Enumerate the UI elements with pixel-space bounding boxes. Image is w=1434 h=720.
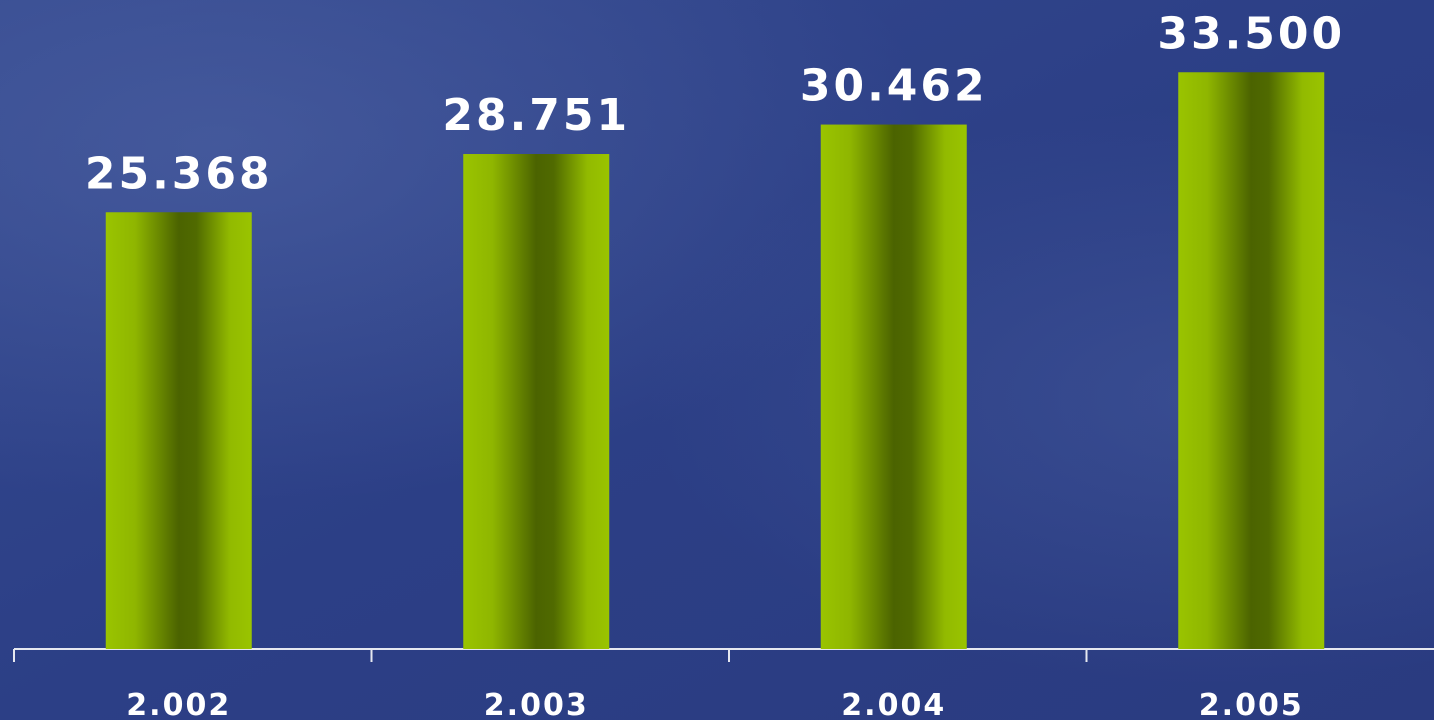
value-label: 30.462 (800, 61, 988, 112)
value-label: 33.500 (1157, 8, 1345, 59)
bar (821, 125, 967, 649)
bar (1178, 72, 1324, 649)
x-tick-label: 2.005 (1199, 688, 1304, 720)
value-label: 25.368 (85, 148, 273, 199)
x-tick-label: 2.003 (484, 688, 589, 720)
x-tick-label: 2.002 (126, 688, 231, 720)
page: 25.368 2.002 28.751 2.003 30.462 2.004 33.500 2… (0, 0, 1434, 720)
x-tick-label: 2.004 (841, 688, 946, 720)
value-label: 28.751 (442, 90, 630, 141)
chart: 25.368 2.002 28.751 2.003 30.462 2.004 33.500 2… (0, 0, 1434, 720)
bar (106, 212, 252, 649)
bar (463, 154, 609, 649)
